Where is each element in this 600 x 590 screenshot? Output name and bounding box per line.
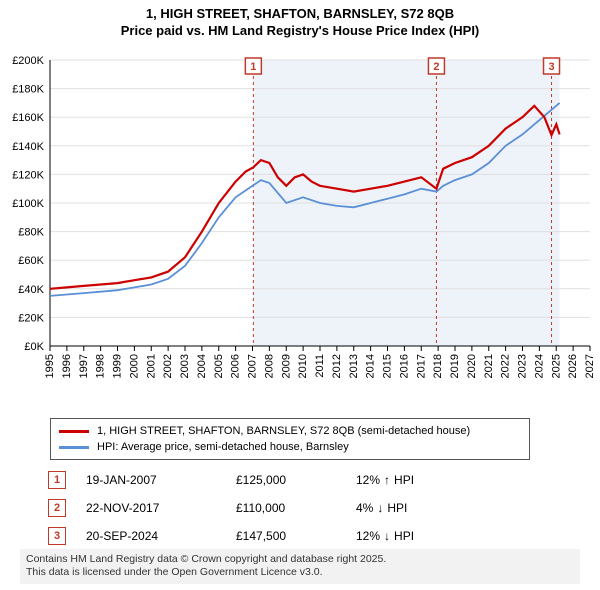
delta-suffix: HPI <box>394 529 414 543</box>
svg-text:1999: 1999 <box>112 354 124 378</box>
sales-delta: 12% ↑ HPI <box>356 473 506 487</box>
svg-text:2025: 2025 <box>550 354 562 378</box>
svg-text:£120K: £120K <box>12 169 44 181</box>
arrow-down-icon: ↓ <box>384 529 390 543</box>
svg-text:1: 1 <box>250 61 256 73</box>
svg-text:£60K: £60K <box>18 255 44 267</box>
svg-text:£100K: £100K <box>12 198 44 210</box>
title-line-1: 1, HIGH STREET, SHAFTON, BARNSLEY, S72 8… <box>0 6 600 23</box>
sales-date: 20-SEP-2024 <box>86 529 236 543</box>
arrow-up-icon: ↑ <box>384 473 390 487</box>
sales-row: 3 20-SEP-2024£147,50012% ↓ HPI <box>40 522 560 550</box>
svg-text:1995: 1995 <box>44 354 56 378</box>
svg-text:2023: 2023 <box>517 354 529 378</box>
sales-row: 1 19-JAN-2007£125,00012% ↑ HPI <box>40 466 560 494</box>
svg-text:2002: 2002 <box>162 354 174 378</box>
svg-text:3: 3 <box>548 61 554 73</box>
chart-container: 1, HIGH STREET, SHAFTON, BARNSLEY, S72 8… <box>0 0 600 590</box>
legend-swatch <box>59 430 89 433</box>
legend-swatch <box>59 446 89 449</box>
svg-text:2017: 2017 <box>415 354 427 378</box>
svg-text:2014: 2014 <box>365 354 377 378</box>
svg-text:2009: 2009 <box>280 354 292 378</box>
footer-line-1: Contains HM Land Registry data © Crown c… <box>26 553 574 567</box>
svg-text:1998: 1998 <box>95 354 107 378</box>
svg-text:2024: 2024 <box>533 354 545 378</box>
footer-attribution: Contains HM Land Registry data © Crown c… <box>20 549 580 584</box>
sales-price: £125,000 <box>236 473 356 487</box>
svg-text:2022: 2022 <box>500 354 512 378</box>
svg-text:2011: 2011 <box>314 354 326 378</box>
legend-row: 1, HIGH STREET, SHAFTON, BARNSLEY, S72 8… <box>59 423 521 439</box>
chart-title: 1, HIGH STREET, SHAFTON, BARNSLEY, S72 8… <box>0 0 600 40</box>
legend-row: HPI: Average price, semi-detached house,… <box>59 439 521 455</box>
svg-text:2012: 2012 <box>331 354 343 378</box>
svg-text:2006: 2006 <box>230 354 242 378</box>
svg-text:1996: 1996 <box>61 354 73 378</box>
svg-text:£180K: £180K <box>12 84 44 96</box>
sales-price: £147,500 <box>236 529 356 543</box>
sales-delta: 4% ↓ HPI <box>356 501 506 515</box>
svg-text:£80K: £80K <box>18 227 44 239</box>
svg-text:2019: 2019 <box>449 354 461 378</box>
svg-text:£200K: £200K <box>12 55 44 67</box>
legend-label: HPI: Average price, semi-detached house,… <box>97 441 349 453</box>
sales-delta: 12% ↓ HPI <box>356 529 506 543</box>
svg-text:2010: 2010 <box>297 354 309 378</box>
svg-text:2016: 2016 <box>398 354 410 378</box>
svg-text:£140K: £140K <box>12 141 44 153</box>
svg-text:2005: 2005 <box>213 354 225 378</box>
delta-pct: 12% <box>356 473 380 487</box>
svg-text:2013: 2013 <box>348 354 360 378</box>
footer-line-2: This data is licensed under the Open Gov… <box>26 566 574 580</box>
svg-text:2008: 2008 <box>263 354 275 378</box>
legend-label: 1, HIGH STREET, SHAFTON, BARNSLEY, S72 8… <box>97 425 470 437</box>
svg-text:2026: 2026 <box>567 354 579 378</box>
delta-pct: 4% <box>356 501 373 515</box>
title-line-2: Price paid vs. HM Land Registry's House … <box>0 23 600 40</box>
sales-marker: 3 <box>48 527 66 545</box>
svg-text:£0K: £0K <box>24 341 44 353</box>
delta-suffix: HPI <box>394 473 414 487</box>
delta-suffix: HPI <box>387 501 407 515</box>
svg-text:1997: 1997 <box>78 354 90 378</box>
svg-text:2015: 2015 <box>382 354 394 378</box>
svg-text:2003: 2003 <box>179 354 191 378</box>
sales-price: £110,000 <box>236 501 356 515</box>
svg-text:£40K: £40K <box>18 284 44 296</box>
chart-plot-area: £0K£20K£40K£60K£80K£100K£120K£140K£160K£… <box>50 48 590 378</box>
svg-text:2004: 2004 <box>196 354 208 378</box>
legend-box: 1, HIGH STREET, SHAFTON, BARNSLEY, S72 8… <box>50 418 530 460</box>
svg-text:2007: 2007 <box>247 354 259 378</box>
sales-date: 19-JAN-2007 <box>86 473 236 487</box>
sales-marker: 1 <box>48 471 66 489</box>
sales-marker: 2 <box>48 499 66 517</box>
svg-text:£160K: £160K <box>12 112 44 124</box>
delta-pct: 12% <box>356 529 380 543</box>
sales-table: 119-JAN-2007£125,00012%↑HPI222-NOV-2017£… <box>40 466 560 550</box>
svg-text:£20K: £20K <box>18 312 44 324</box>
svg-text:2001: 2001 <box>145 354 157 378</box>
svg-text:2000: 2000 <box>128 354 140 378</box>
svg-text:2018: 2018 <box>432 354 444 378</box>
arrow-down-icon: ↓ <box>377 501 383 515</box>
svg-text:2027: 2027 <box>584 354 596 378</box>
chart-svg: £0K£20K£40K£60K£80K£100K£120K£140K£160K£… <box>50 48 590 378</box>
svg-text:2: 2 <box>433 61 439 73</box>
sales-row: 2 22-NOV-2017£110,0004% ↓ HPI <box>40 494 560 522</box>
sales-date: 22-NOV-2017 <box>86 501 236 515</box>
svg-text:2021: 2021 <box>483 354 495 378</box>
svg-text:2020: 2020 <box>466 354 478 378</box>
